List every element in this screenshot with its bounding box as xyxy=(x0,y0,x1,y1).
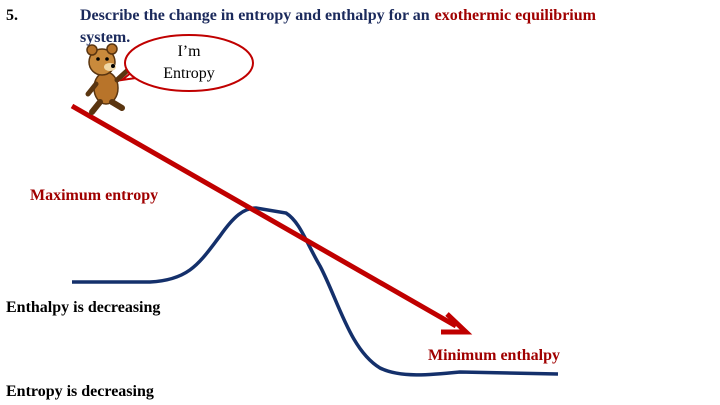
label-max-entropy: Maximum entropy xyxy=(30,187,158,204)
bubble-text: Entropy xyxy=(163,65,215,82)
question-text: Describe the change in entropy and entha… xyxy=(80,7,597,24)
arrow-line xyxy=(70,103,458,329)
bubble-text: I’m xyxy=(177,43,201,60)
arrow-head xyxy=(441,312,473,335)
question-end: system. xyxy=(80,29,130,46)
question-number: 5. xyxy=(6,7,18,24)
label-enthalpy-decreasing: Enthalpy is decreasing xyxy=(6,299,160,316)
question-highlight: exothermic equilibrium xyxy=(435,7,597,24)
speech-bubble xyxy=(124,34,254,92)
question-main: Describe the change in entropy and entha… xyxy=(80,7,430,24)
label-min-enthalpy: Minimum enthalpy xyxy=(428,347,560,364)
bear-icon xyxy=(85,43,131,115)
label-entropy-decreasing: Entropy is decreasing xyxy=(6,383,154,400)
